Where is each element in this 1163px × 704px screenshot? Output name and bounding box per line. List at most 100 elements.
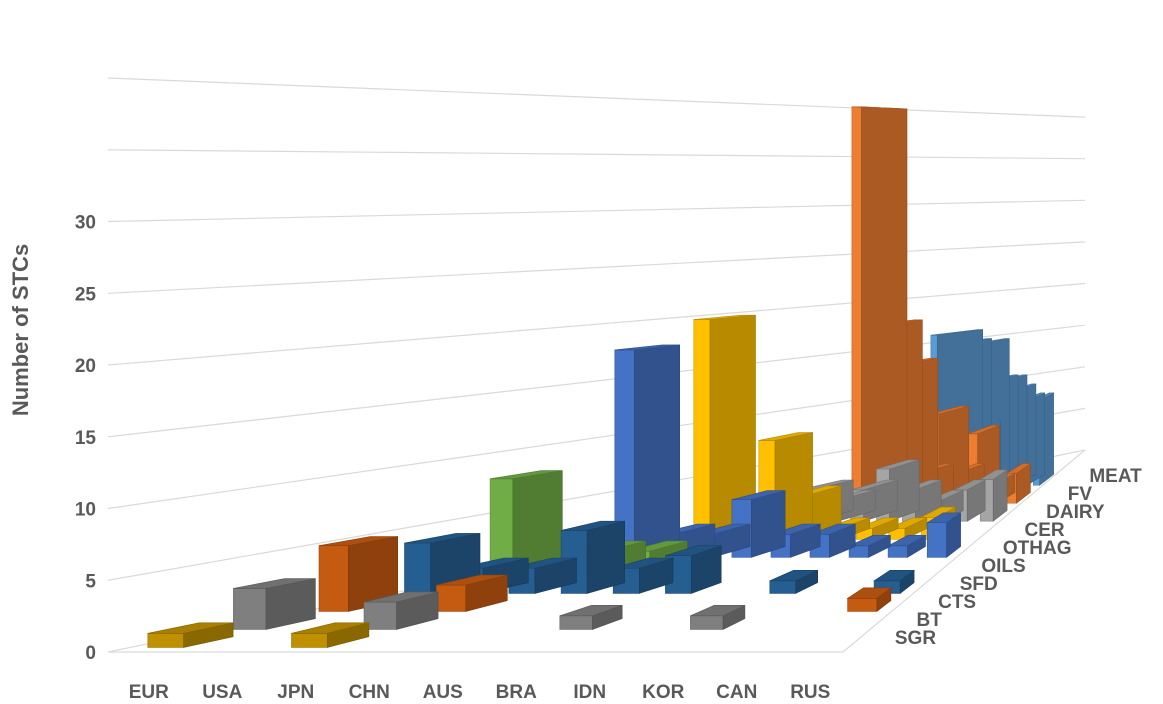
bar (233, 578, 316, 630)
x-tick-label: RUS (790, 682, 830, 703)
x-tick-label: EUR (129, 682, 169, 703)
bar (291, 622, 370, 648)
bar-front (291, 632, 328, 648)
bar-top (614, 344, 680, 351)
x-tick-label: CAN (716, 682, 757, 703)
y-tick-label: 5 (85, 571, 96, 592)
series-label: CER (1025, 520, 1065, 541)
bar-top (967, 424, 1000, 435)
series-label: OTHAG (1003, 538, 1072, 559)
bar (887, 534, 927, 558)
bar-front (404, 542, 431, 594)
bar (690, 604, 746, 630)
x-axis-ticks: EUR USA JPN CHN AUS BRA IDN KOR CAN RUS (129, 682, 831, 703)
bar-top (147, 622, 234, 634)
gridline (107, 149, 1086, 160)
bar-side (586, 520, 626, 594)
bar-front (559, 615, 593, 630)
y-tick-label: 0 (85, 643, 96, 664)
bar-top (690, 604, 746, 617)
bar-top (809, 523, 856, 535)
x-tick-label: JPN (277, 682, 314, 703)
bar-top (559, 604, 623, 617)
series-label: SGR (895, 628, 936, 649)
bar-top (693, 314, 756, 320)
bar-top (848, 534, 891, 547)
bar-top (318, 536, 398, 547)
grid (107, 77, 1086, 653)
x-tick-label: CHN (349, 682, 390, 703)
bar-front (847, 597, 878, 612)
bar (559, 604, 623, 630)
bar (873, 569, 915, 595)
bar-front (436, 584, 467, 612)
bar-top (758, 432, 813, 441)
x-tick-label: IDN (573, 682, 606, 703)
bar-top (363, 591, 439, 603)
y-tick-label: 25 (75, 284, 97, 305)
bar (693, 314, 756, 540)
gridline (107, 282, 1086, 366)
y-tick-label: 10 (75, 500, 96, 521)
bar-front (147, 632, 184, 648)
series-label: BT (916, 610, 942, 631)
bar (926, 512, 962, 558)
bar-top (954, 479, 986, 491)
y-tick-label: 20 (75, 356, 96, 377)
bar (436, 574, 508, 612)
bar (851, 106, 908, 504)
bar-top (851, 106, 908, 110)
bar-side (751, 490, 786, 558)
series-label: SFD (960, 574, 998, 595)
bar (318, 536, 399, 612)
x-tick-label: KOR (642, 682, 685, 703)
gridline (107, 77, 1086, 118)
bar-side (861, 106, 908, 504)
series-label: FV (1068, 484, 1093, 505)
bar-front (690, 615, 724, 630)
bar-top (665, 545, 722, 556)
bar (665, 545, 722, 594)
bar (147, 622, 234, 648)
bar-front (318, 545, 349, 612)
bar-top (887, 534, 927, 547)
bar-top (876, 459, 920, 470)
bar-front (233, 588, 267, 630)
bar (612, 557, 674, 594)
bar-top (613, 557, 674, 569)
series-label: CTS (938, 592, 976, 613)
bar-top (233, 578, 316, 589)
x-tick-label: USA (202, 682, 242, 703)
gridline (107, 199, 1086, 223)
bar-top (769, 569, 818, 582)
bar-front (693, 319, 711, 540)
floor-edge (108, 449, 1086, 653)
bar-top (873, 569, 915, 582)
bar (846, 587, 892, 613)
bar-top (490, 470, 563, 480)
bar-top (846, 587, 892, 599)
series-label: DAIRY (1046, 502, 1105, 523)
x-tick-label: AUS (423, 682, 463, 703)
y-tick-label: 15 (75, 428, 97, 449)
gridline (107, 241, 1086, 294)
bar-top (291, 622, 369, 634)
bar-top (926, 512, 962, 524)
bar (848, 534, 891, 558)
bar (769, 569, 819, 594)
bar (363, 591, 439, 630)
bar-front (887, 545, 908, 558)
y-axis-ticks: 0 5 10 15 20 25 30 (75, 213, 97, 665)
bar-top (731, 490, 786, 501)
bar-top (561, 520, 625, 531)
bar-side (633, 344, 681, 558)
series-label: OILS (981, 556, 1025, 577)
bar (614, 344, 681, 558)
bar-front (851, 106, 862, 504)
bar-top (930, 329, 983, 336)
y-axis-label: Number of STCs (8, 244, 33, 416)
bar-front (769, 580, 797, 594)
y-tick-label: 30 (75, 213, 96, 234)
